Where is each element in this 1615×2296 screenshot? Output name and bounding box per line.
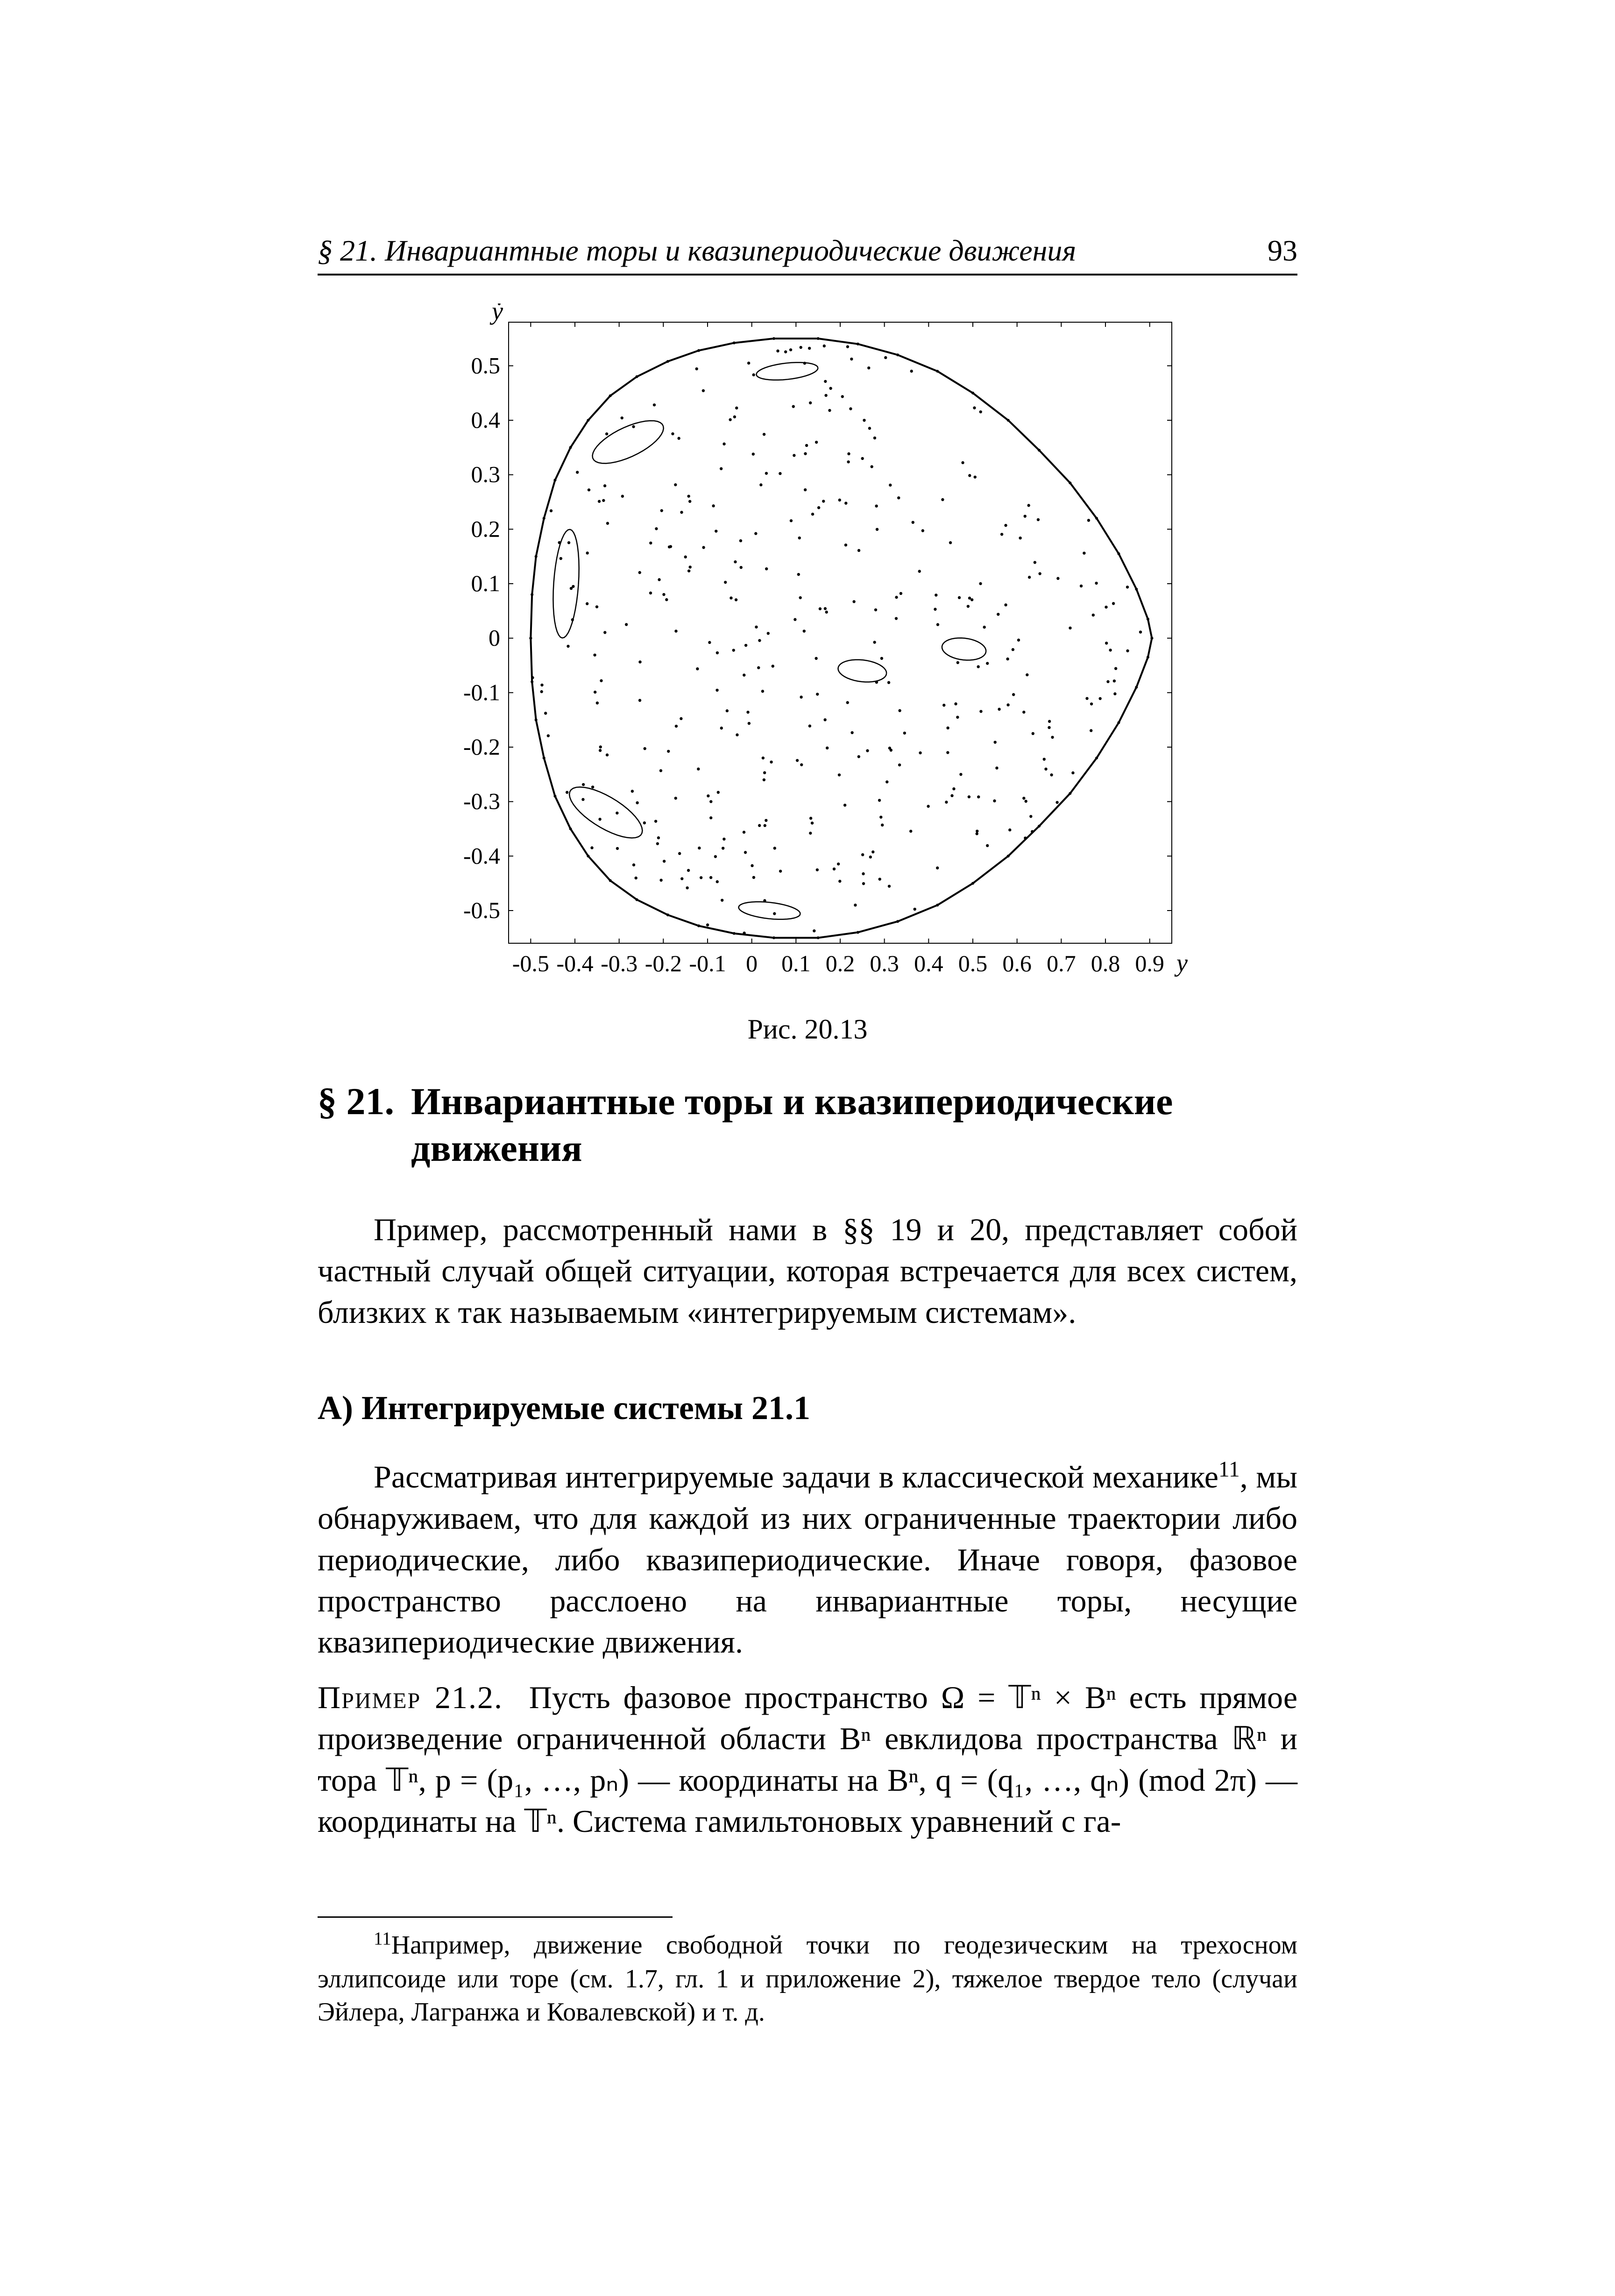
page-number: 93: [1268, 233, 1297, 268]
svg-text:ẏ: ẏ: [489, 304, 503, 325]
svg-text:-0.5: -0.5: [512, 950, 549, 976]
svg-text:0.8: 0.8: [1091, 950, 1120, 976]
paragraph-intro: Пример, рассмотренный нами в §§ 19 и 20,…: [318, 1209, 1297, 1333]
svg-text:0: 0: [489, 625, 500, 651]
svg-text:-0.4: -0.4: [556, 950, 593, 976]
scatter-plot: -0.5 -0.4 -0.3 -0.2 -0.1 0 0.1 0.2 0.3 0.4 0.5 0.6 0…: [420, 304, 1195, 995]
svg-text:0.2: 0.2: [826, 950, 855, 976]
footnote-text: Например, движение свободной точки по ге…: [318, 1931, 1297, 2027]
para2-pre: Рассматривая интегрируемые задачи в клас…: [374, 1459, 1218, 1495]
svg-text:0.4: 0.4: [471, 407, 501, 433]
svg-text:-0.1: -0.1: [463, 679, 500, 705]
svg-text:0.1: 0.1: [471, 570, 501, 596]
figure-caption: Рис. 20.13: [747, 1013, 867, 1046]
footnote-11: 11Например, движение свободной точки по …: [318, 1927, 1297, 2029]
running-head: § 21. Инвариантные торы и квазипериодиче…: [318, 233, 1297, 276]
page: § 21. Инвариантные торы и квазипериодиче…: [0, 0, 1615, 2296]
svg-text:0.3: 0.3: [471, 461, 501, 487]
svg-text:0.5: 0.5: [471, 352, 501, 378]
svg-text:0.6: 0.6: [1002, 950, 1032, 976]
svg-text:-0.3: -0.3: [601, 950, 638, 976]
svg-text:-0.4: -0.4: [463, 842, 500, 869]
figure-20-13: -0.5 -0.4 -0.3 -0.2 -0.1 0 0.1 0.2 0.3 0.4 0.5 0.6 0…: [318, 304, 1297, 1046]
svg-text:0.7: 0.7: [1047, 950, 1076, 976]
svg-text:-0.2: -0.2: [645, 950, 682, 976]
section-number: § 21.: [318, 1078, 411, 1172]
svg-text:-0.1: -0.1: [689, 950, 726, 976]
section-heading: § 21. Инвариантные торы и квазипериодиче…: [318, 1078, 1297, 1172]
svg-text:0.1: 0.1: [781, 950, 811, 976]
svg-text:0.9: 0.9: [1135, 950, 1164, 976]
subsection-heading: А) Интегрируемые системы 21.1: [318, 1389, 1297, 1427]
svg-text:y: y: [1174, 949, 1188, 977]
paragraph-2: Рассматривая интегрируемые задачи в клас…: [318, 1455, 1297, 1663]
section-title: Инвариантные торы и квазипериодические д…: [411, 1078, 1297, 1172]
svg-text:0: 0: [746, 950, 758, 976]
example-21-2: Пример 21.2. Пусть фазовое пространство …: [318, 1677, 1297, 1842]
svg-text:-0.2: -0.2: [463, 734, 500, 760]
svg-text:-0.5: -0.5: [463, 897, 500, 923]
footnote-ref-11: 11: [1218, 1457, 1240, 1482]
svg-text:0.5: 0.5: [958, 950, 988, 976]
svg-text:0.3: 0.3: [870, 950, 899, 976]
running-head-text: § 21. Инвариантные торы и квазипериодиче…: [318, 233, 1076, 268]
svg-text:0.2: 0.2: [471, 516, 501, 542]
svg-text:0.4: 0.4: [914, 950, 943, 976]
svg-text:-0.3: -0.3: [463, 788, 500, 814]
footnote-rule: [318, 1916, 673, 1918]
example-label: Пример 21.2.: [318, 1680, 503, 1715]
footnote-mark: 11: [374, 1929, 391, 1949]
